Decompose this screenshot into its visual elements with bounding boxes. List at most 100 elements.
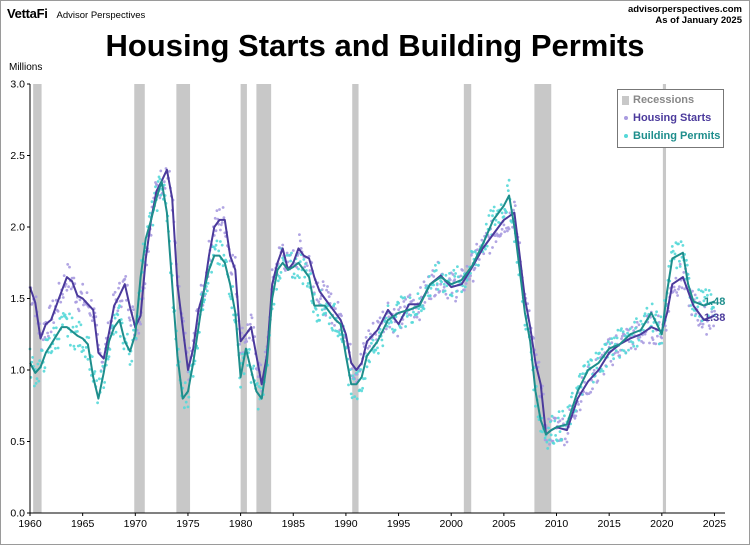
building-permits-dot xyxy=(675,266,679,270)
building-permits-dot xyxy=(578,372,582,376)
building-permits-dot xyxy=(141,242,145,246)
housing-starts-dot xyxy=(696,318,700,322)
building-permits-dot xyxy=(151,223,155,227)
building-permits-dot xyxy=(568,404,572,408)
housing-starts-dot xyxy=(62,274,66,277)
housing-starts-dot xyxy=(325,288,328,292)
housing-starts-dot xyxy=(31,301,34,305)
housing-starts-dot xyxy=(512,208,515,212)
building-permits-dot xyxy=(574,409,578,412)
building-permits-dot xyxy=(356,370,360,373)
housing-starts-dot xyxy=(680,286,684,290)
building-permits-dot xyxy=(639,319,643,323)
building-permits-dot xyxy=(409,313,413,317)
housing-starts-dot xyxy=(241,326,244,330)
housing-starts-dot xyxy=(637,323,641,327)
building-permits-dot xyxy=(134,336,138,340)
building-permits-dot xyxy=(289,259,292,263)
housing-starts-dot xyxy=(589,390,593,394)
building-permits-dot xyxy=(614,349,618,352)
building-permits-dot xyxy=(219,240,222,243)
building-permits-dot xyxy=(126,332,129,336)
building-permits-dot xyxy=(554,434,557,437)
housing-starts-dot xyxy=(683,287,686,291)
building-permits-dot xyxy=(626,331,629,335)
building-permits-dot xyxy=(107,355,111,358)
housing-starts-dot xyxy=(611,363,615,367)
building-permits-dot xyxy=(695,296,699,300)
building-permits-dot xyxy=(395,303,399,307)
x-tick-label: 1995 xyxy=(387,518,411,530)
building-permits-dot xyxy=(303,275,307,279)
y-tick-label: 3.0 xyxy=(10,79,25,91)
building-permits-dot xyxy=(337,330,341,334)
housing-starts-dot xyxy=(378,316,382,320)
building-permits-dot xyxy=(71,325,75,329)
housing-starts-dot xyxy=(403,305,407,308)
building-permits-dot xyxy=(111,324,114,328)
housing-starts-dot xyxy=(455,295,458,299)
building-permits-dot xyxy=(592,380,595,384)
housing-starts-dot xyxy=(475,242,479,246)
y-axis-label: Millions xyxy=(9,62,43,73)
building-permits-dot xyxy=(460,290,464,294)
housing-starts-dot xyxy=(634,347,637,351)
building-permits-dot xyxy=(635,317,638,320)
building-permits-dot xyxy=(703,295,707,299)
x-tick-label: 1960 xyxy=(18,518,42,530)
building-permits-dot xyxy=(443,289,447,293)
building-permits-dot xyxy=(301,282,305,286)
housing-starts-dot xyxy=(396,334,400,338)
building-permits-dot xyxy=(377,351,380,355)
housing-starts-dot xyxy=(513,200,516,204)
building-permits-dot xyxy=(252,364,256,368)
building-permits-dot xyxy=(87,336,91,339)
building-permits-dot xyxy=(196,346,200,350)
building-permits-dot xyxy=(368,360,371,364)
starts-swatch xyxy=(624,116,628,120)
building-permits-dot xyxy=(363,377,367,380)
housing-starts-dot xyxy=(245,340,249,343)
building-permits-dot xyxy=(272,302,276,306)
building-permits-dot xyxy=(227,292,231,296)
building-permits-dot xyxy=(318,318,321,322)
building-permits-dot xyxy=(704,288,708,292)
building-permits-dot xyxy=(492,205,496,209)
housing-starts-dot xyxy=(305,264,309,267)
building-permits-dot xyxy=(391,327,394,331)
building-permits-dot xyxy=(298,276,301,279)
housing-starts-dot xyxy=(113,290,117,294)
building-permits-dot xyxy=(442,282,446,286)
x-tick-label: 2025 xyxy=(703,518,727,530)
building-permits-dot xyxy=(31,356,34,359)
housing-starts-dot xyxy=(707,324,711,328)
housing-starts-dot xyxy=(468,277,471,281)
housing-starts-dot xyxy=(418,318,421,322)
housing-starts-dot xyxy=(117,286,120,290)
housing-starts-dot xyxy=(491,246,494,249)
building-permits-dot xyxy=(697,288,701,292)
building-permits-dot xyxy=(259,386,263,390)
housing-starts-dot xyxy=(565,440,569,444)
housing-starts-dot xyxy=(249,313,253,317)
building-permits-dot xyxy=(604,343,608,346)
building-permits-dot xyxy=(470,250,474,254)
housing-starts-dot xyxy=(678,285,681,288)
housing-starts-dot xyxy=(705,333,708,336)
building-permits-dot xyxy=(552,442,556,445)
housing-starts-dot xyxy=(41,338,45,342)
building-permits-dot xyxy=(437,261,441,265)
housing-starts-dot xyxy=(432,275,436,278)
building-permits-dot xyxy=(440,280,443,284)
building-permits-dot xyxy=(63,313,67,317)
housing-starts-dot xyxy=(507,227,511,231)
building-permits-dot xyxy=(506,184,509,188)
building-permits-dot xyxy=(624,351,628,355)
building-permits-dot xyxy=(275,287,278,291)
housing-starts-dot xyxy=(312,285,315,289)
building-permits-dot xyxy=(434,263,437,267)
housing-starts-dot xyxy=(270,268,274,272)
housing-starts-dot xyxy=(123,277,127,281)
building-permits-dot xyxy=(191,375,195,378)
x-tick-label: 2005 xyxy=(492,518,516,530)
